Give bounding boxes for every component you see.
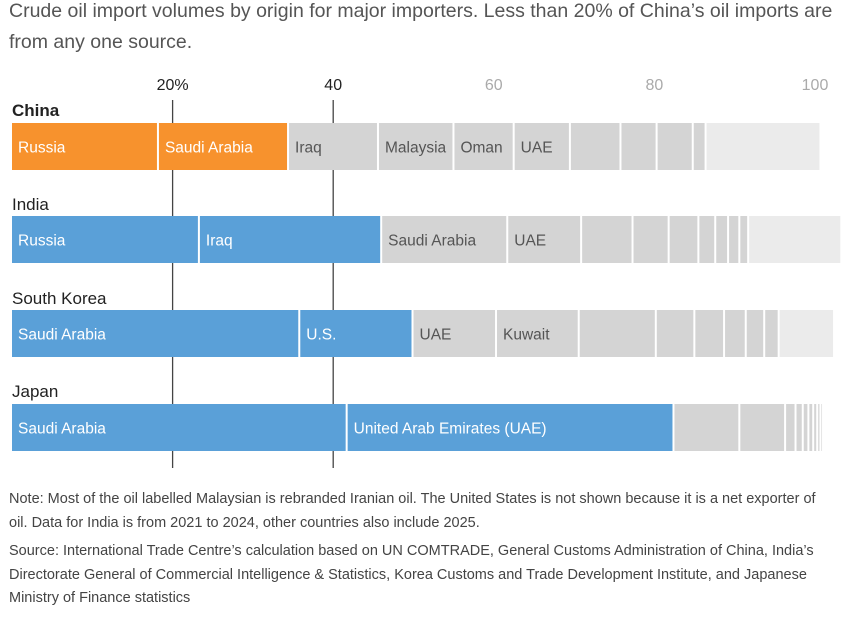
bar-segment xyxy=(12,123,157,170)
bar-segment xyxy=(570,123,620,170)
bar-segment xyxy=(289,123,377,170)
segment-label: UAE xyxy=(420,327,452,344)
stacked-bar-chart: 20% 40 60 80 100 China Russia Saudi Arabia Iraq M… xyxy=(12,77,841,468)
segment-label: Saudi Arabia xyxy=(18,327,106,344)
chart-note: Note: Most of the oil labelled Malaysian… xyxy=(9,491,816,531)
bar-segment xyxy=(347,404,673,451)
bar-segment xyxy=(656,310,694,357)
segment-label: Kuwait xyxy=(503,327,550,344)
x-tick-label: 60 xyxy=(485,77,503,94)
row-label-china: China xyxy=(12,101,60,120)
segment-label: Malaysia xyxy=(385,140,447,157)
segment-label: Oman xyxy=(460,140,502,157)
row-label-japan: Japan xyxy=(12,382,58,401)
bar-segment xyxy=(765,310,778,357)
x-tick-label: 100 xyxy=(802,77,829,94)
bar-segment xyxy=(706,123,820,170)
row-label-south-korea: South Korea xyxy=(12,289,107,308)
bar-segment xyxy=(514,123,569,170)
bar-segment xyxy=(674,404,739,451)
x-tick-label: 40 xyxy=(324,77,342,94)
bar-segment xyxy=(779,310,834,357)
bar-segment xyxy=(809,404,813,451)
bar-segment xyxy=(300,310,412,357)
segment-label: Saudi Arabia xyxy=(388,233,476,250)
bar-segment xyxy=(796,404,802,451)
bar-segment xyxy=(729,216,739,263)
bar-segment xyxy=(746,310,764,357)
bar-segment xyxy=(413,310,496,357)
bar-segment xyxy=(158,123,288,170)
bar-segment xyxy=(633,216,668,263)
segment-label: Saudi Arabia xyxy=(165,140,253,157)
bar-segment xyxy=(12,216,198,263)
x-tick-label: 20% xyxy=(157,77,189,94)
segment-label: United Arab Emirates (UAE) xyxy=(354,421,547,438)
segment-label: Russia xyxy=(18,233,66,250)
bar-segment xyxy=(740,404,785,451)
segment-label: Saudi Arabia xyxy=(18,421,106,438)
bar-segment xyxy=(725,310,745,357)
chart-subtitle: Crude oil import volumes by origin for m… xyxy=(9,0,833,53)
bar-segment xyxy=(508,216,581,263)
bar-segment xyxy=(199,216,381,263)
x-tick-label: 80 xyxy=(646,77,664,94)
segment-label: Iraq xyxy=(295,140,322,157)
bar-segment xyxy=(378,123,453,170)
bar-segment xyxy=(693,123,705,170)
row-label-india: India xyxy=(12,195,49,214)
bar-segment xyxy=(699,216,715,263)
bar-segment xyxy=(621,123,656,170)
segment-label: UAE xyxy=(514,233,546,250)
bar-segment xyxy=(786,404,795,451)
bar-segment xyxy=(12,404,346,451)
bar-segment xyxy=(695,310,724,357)
chart-source: Source: International Trade Centre’s cal… xyxy=(9,543,814,606)
bar-segment xyxy=(382,216,507,263)
bar-segment xyxy=(12,310,299,357)
segment-label: UAE xyxy=(521,140,553,157)
bar-segment xyxy=(818,404,820,451)
bar-segment xyxy=(454,123,513,170)
bar-segment xyxy=(669,216,698,263)
bar-segment xyxy=(814,404,817,451)
bar-segment xyxy=(821,404,823,451)
segment-label: U.S. xyxy=(306,327,336,344)
bar-segment xyxy=(579,310,655,357)
segment-label: Iraq xyxy=(206,233,233,250)
segment-label: Russia xyxy=(18,140,66,157)
bar-segment xyxy=(497,310,578,357)
bar-segment xyxy=(582,216,632,263)
bar-segment xyxy=(657,123,692,170)
bar-segment xyxy=(740,216,748,263)
bar-segment xyxy=(749,216,841,263)
bar-segment xyxy=(803,404,808,451)
bar-segment xyxy=(716,216,728,263)
